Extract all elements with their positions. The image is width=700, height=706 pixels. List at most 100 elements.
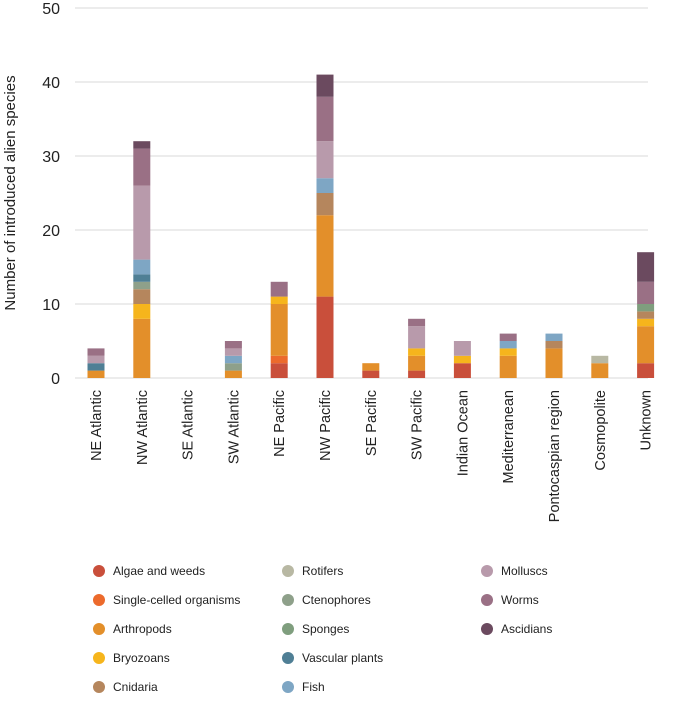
legend-swatch [282, 565, 294, 577]
bar-segment [637, 252, 655, 282]
legend-swatch [93, 623, 105, 635]
legend-swatch [93, 594, 105, 606]
bar-segment [499, 341, 517, 349]
bar-segment [408, 355, 426, 371]
bar-segment [270, 281, 288, 297]
x-tick-label: SW Atlantic [226, 390, 242, 464]
bar-segment [224, 348, 242, 356]
bar-segment [637, 326, 655, 364]
x-tick-label: Cosmopolite [593, 390, 609, 471]
bar-segment [316, 215, 334, 297]
bar-segment [133, 289, 151, 304]
y-tick-label: 50 [42, 1, 60, 18]
bar-segment [316, 296, 334, 378]
legend-label: Ascidians [501, 622, 552, 636]
bar-segment [637, 318, 655, 327]
x-axis-labels: NE Atlantic NW Atlantic SE Atlantic SW Atla… [89, 390, 655, 522]
bar-segment [224, 363, 242, 371]
bar-segment [499, 355, 517, 378]
legend-label: Worms [501, 593, 539, 607]
legend-label: Ctenophores [302, 593, 371, 607]
legend: Algae and weeds Single-celled organisms Ar… [93, 564, 552, 694]
y-tick-label: 20 [42, 223, 60, 240]
bar-segment [499, 333, 517, 341]
bar-segment [408, 318, 426, 327]
bar-segment [453, 363, 471, 378]
legend-swatch [481, 594, 493, 606]
bar-segment [224, 370, 242, 378]
legend-swatch [282, 681, 294, 693]
bar-segment [133, 141, 151, 149]
x-tick-label: Pontocaspian region [547, 390, 563, 522]
bar-segment [87, 370, 105, 378]
bar-segment [316, 96, 334, 142]
x-tick-label: Mediterranean [501, 390, 517, 484]
bar-segment [224, 341, 242, 349]
legend-label: Fish [302, 680, 325, 694]
bar-segment [591, 363, 609, 378]
bar-segment [270, 355, 288, 364]
bar-segment [408, 348, 426, 356]
x-tick-label: NE Atlantic [89, 390, 105, 461]
x-tick-label: SW Pacific [410, 390, 426, 460]
y-axis-ticks: 0 10 20 30 40 50 [42, 1, 60, 388]
bar-segment [545, 333, 563, 341]
bar-segment [591, 355, 609, 364]
legend-swatch [481, 565, 493, 577]
bar-segment [270, 304, 288, 356]
bar-segment [637, 304, 655, 312]
bar-segment [316, 141, 334, 179]
legend-swatch [282, 594, 294, 606]
legend-swatch [93, 652, 105, 664]
bar-segment [87, 355, 105, 364]
legend-swatch [282, 652, 294, 664]
bar-segment [637, 311, 655, 319]
legend-label: Single-celled organisms [113, 593, 240, 607]
legend-label: Arthropods [113, 622, 172, 636]
bar-segment [362, 370, 380, 378]
x-tick-label: SE Pacific [364, 390, 380, 456]
bar-segment [270, 363, 288, 378]
bar-segment [408, 326, 426, 349]
x-tick-label: NW Pacific [318, 390, 334, 461]
x-tick-label: Indian Ocean [455, 390, 471, 476]
legend-label: Cnidaria [113, 680, 158, 694]
bar-segment [545, 348, 563, 378]
legend-label: Molluscs [501, 564, 548, 578]
bar-segment [316, 74, 334, 97]
x-tick-label: Unknown [639, 390, 655, 450]
y-tick-label: 40 [42, 75, 60, 92]
y-axis-title: Number of introduced alien species [2, 75, 19, 310]
bar-segment [270, 296, 288, 304]
legend-label: Sponges [302, 622, 349, 636]
bar-segment [133, 148, 151, 186]
legend-swatch [481, 623, 493, 635]
bar-segment [133, 274, 151, 282]
gridlines [75, 7, 648, 379]
bar-segment [637, 281, 655, 304]
bar-segment [133, 304, 151, 319]
legend-swatch [282, 623, 294, 635]
x-tick-label: SE Atlantic [181, 390, 197, 460]
bar-segment [224, 355, 242, 364]
x-tick-label: NE Pacific [272, 390, 288, 457]
legend-label: Bryozoans [113, 651, 170, 665]
bar-segment [408, 370, 426, 378]
bar-segment [316, 178, 334, 193]
bar-segment [453, 355, 471, 364]
y-tick-label: 10 [42, 297, 60, 314]
bar-segment [133, 281, 151, 290]
bar-segment [133, 185, 151, 260]
y-tick-label: 0 [51, 371, 60, 388]
bar-segment [133, 318, 151, 378]
x-tick-label: NW Atlantic [135, 390, 151, 465]
bar-segment [87, 348, 105, 356]
legend-label: Rotifers [302, 564, 343, 578]
bar-segment [499, 348, 517, 356]
y-tick-label: 30 [42, 149, 60, 166]
bar-segment [87, 363, 105, 371]
legend-swatch [93, 565, 105, 577]
bar-segment [637, 363, 655, 378]
bar-segment [362, 363, 380, 371]
